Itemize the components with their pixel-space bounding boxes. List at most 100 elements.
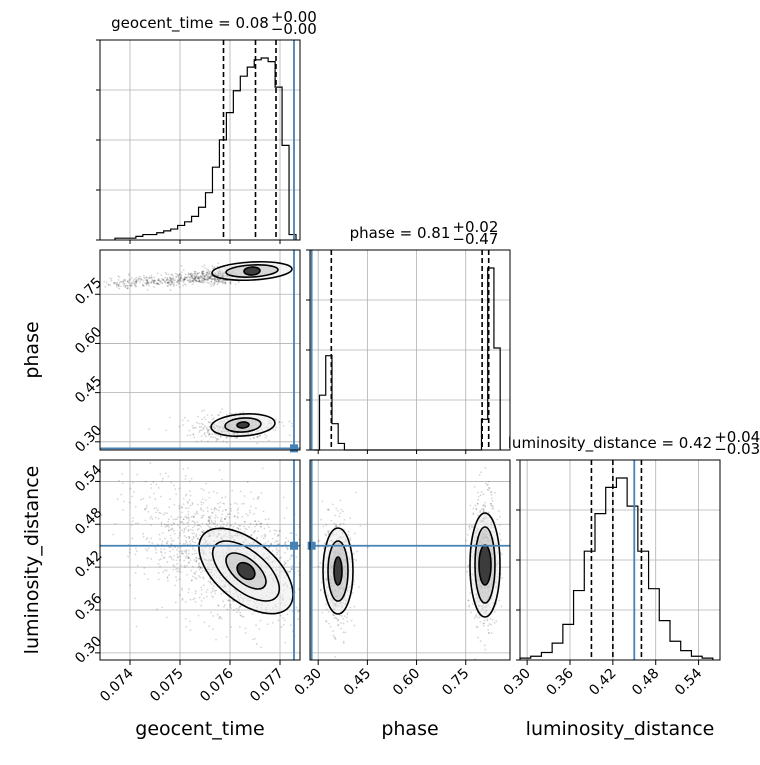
scatter-geocent_time-vs-phase-pt [116,283,119,286]
scatter-geocent_time-vs-phase-pt [189,434,192,437]
scatter-phase-vs-luminosity_distance-pt [467,565,470,567]
scatter-geocent_time-vs-luminosity_distance-pt [253,530,256,533]
scatter-geocent_time-vs-phase-pt [168,416,171,419]
scatter-geocent_time-vs-luminosity_distance-pt [188,519,191,522]
scatter-phase-vs-luminosity_distance-pt [484,501,486,504]
scatter-geocent_time-vs-phase-pt [196,272,199,275]
scatter-geocent_time-vs-phase-pt [252,437,255,439]
scatter-phase-vs-luminosity_distance-pt [337,618,340,621]
scatter-geocent_time-vs-phase-pt [209,276,212,279]
scatter-phase-vs-luminosity_distance-pt [482,493,485,496]
scatter-geocent_time-vs-luminosity_distance-pt [212,490,215,493]
scatter-geocent_time-vs-luminosity_distance-pt [222,600,225,603]
xtick-label-phase-0: 0.30 [292,666,325,699]
scatter-geocent_time-vs-luminosity_distance-pt [244,632,247,634]
scatter-geocent_time-vs-luminosity_distance-pt [167,520,170,523]
scatter-geocent_time-vs-luminosity_distance-pt [207,516,210,519]
scatter-geocent_time-vs-luminosity_distance-truth-marker [290,541,298,550]
scatter-geocent_time-vs-luminosity_distance-pt [155,552,158,554]
scatter-geocent_time-vs-phase-pt [183,283,186,286]
scatter-geocent_time-vs-luminosity_distance-pt [219,501,222,504]
scatter-geocent_time-vs-luminosity_distance-pt [184,566,187,568]
scatter-geocent_time-vs-luminosity_distance-pt [182,518,185,521]
scatter-phase-vs-luminosity_distance-pt [319,562,322,564]
scatter-geocent_time-vs-luminosity_distance-pt [142,497,145,500]
scatter-geocent_time-vs-phase-pt [187,419,189,422]
scatter-geocent_time-vs-luminosity_distance-pt [246,481,249,484]
scatter-phase-vs-luminosity_distance-pt [491,500,494,502]
scatter-phase-vs-luminosity_distance-pt [328,530,330,533]
scatter-phase-vs-luminosity_distance-pt [480,471,482,474]
scatter-geocent_time-vs-luminosity_distance-pt [166,542,168,545]
scatter-geocent_time-vs-luminosity_distance-pt [229,524,232,527]
scatter-geocent_time-vs-phase-pt [175,275,178,278]
scatter-phase-vs-luminosity_distance-pt [501,577,503,579]
scatter-geocent_time-vs-phase-pt [205,268,208,271]
scatter-geocent_time-vs-phase-pt [208,277,210,280]
scatter-geocent_time-vs-luminosity_distance-pt [165,524,168,527]
scatter-geocent_time-vs-phase-pt [142,284,144,287]
scatter-geocent_time-vs-luminosity_distance-pt [190,569,193,572]
scatter-geocent_time-vs-phase-pt [213,281,216,284]
scatter-geocent_time-vs-phase-pt [113,281,116,284]
scatter-geocent_time-vs-phase-pt [197,277,199,280]
scatter-geocent_time-vs-phase-pt [167,284,169,287]
scatter-geocent_time-vs-phase-pt [223,279,226,282]
scatter-geocent_time-vs-luminosity_distance-pt [256,498,259,501]
scatter-geocent_time-vs-phase-pt [236,436,239,439]
scatter-geocent_time-vs-phase-pt [203,416,206,419]
scatter-geocent_time-vs-luminosity_distance-pt [201,516,204,519]
scatter-geocent_time-vs-luminosity_distance-pt [182,503,185,506]
scatter-geocent_time-vs-luminosity_distance-pt [266,523,269,526]
scatter-geocent_time-vs-phase-pt [191,273,194,276]
scatter-geocent_time-vs-luminosity_distance-pt [304,586,306,588]
scatter-geocent_time-vs-luminosity_distance-pt [176,562,178,565]
scatter-geocent_time-vs-luminosity_distance-pt [145,504,148,507]
scatter-geocent_time-vs-phase-pt [168,276,171,279]
scatter-geocent_time-vs-luminosity_distance-pt [172,564,175,567]
scatter-phase-vs-luminosity_distance-pt [478,616,481,619]
scatter-geocent_time-vs-luminosity_distance-pt [212,628,214,631]
scatter-geocent_time-vs-luminosity_distance-pt [121,482,124,485]
scatter-phase-vs-luminosity_distance-pt [350,619,353,622]
scatter-geocent_time-vs-luminosity_distance-pt [195,577,198,580]
xtick-label-geocent_time-3: 0.077 [247,666,287,706]
scatter-geocent_time-vs-phase-pt [172,277,175,280]
scatter-geocent_time-vs-phase-pt [135,280,138,283]
scatter-geocent_time-vs-phase-pt [166,281,169,284]
scatter-geocent_time-vs-phase-contour-1-2 [236,421,250,429]
scatter-phase-vs-luminosity_distance-pt [491,497,493,500]
scatter-geocent_time-vs-phase-pt [177,274,180,277]
scatter-geocent_time-vs-phase-pt [119,280,122,283]
scatter-geocent_time-vs-luminosity_distance-pt [269,530,272,533]
scatter-geocent_time-vs-luminosity_distance-pt [137,522,139,525]
scatter-phase-vs-luminosity_distance-pt [327,508,330,511]
scatter-geocent_time-vs-luminosity_distance-pt [238,607,240,609]
scatter-geocent_time-vs-luminosity_distance-pt [134,597,136,600]
scatter-geocent_time-vs-phase-pt [208,421,211,424]
scatter-geocent_time-vs-luminosity_distance-pt [187,510,190,513]
scatter-geocent_time-vs-luminosity_distance-pt [186,522,188,524]
scatter-geocent_time-vs-phase-pt [225,413,228,416]
scatter-geocent_time-vs-luminosity_distance-pt [185,517,188,520]
scatter-phase-vs-luminosity_distance-pt [334,638,337,641]
scatter-geocent_time-vs-luminosity_distance-pt [206,524,209,527]
scatter-geocent_time-vs-luminosity_distance-pt [276,553,279,556]
scatter-geocent_time-vs-luminosity_distance-pt [184,539,187,542]
scatter-phase-vs-luminosity_distance-pt [332,630,334,633]
scatter-geocent_time-vs-luminosity_distance-pt [229,512,232,515]
scatter-geocent_time-vs-luminosity_distance-pt [221,513,224,516]
scatter-geocent_time-vs-phase-pt [229,281,232,284]
scatter-phase-vs-luminosity_distance-pt [352,558,355,561]
scatter-geocent_time-vs-luminosity_distance-pt [158,559,160,561]
scatter-geocent_time-vs-phase-pt [190,275,193,278]
scatter-geocent_time-vs-luminosity_distance-pt [165,569,168,572]
scatter-geocent_time-vs-phase-pt [203,278,206,281]
scatter-geocent_time-vs-luminosity_distance-pt [191,538,194,541]
scatter-geocent_time-vs-phase-pt [154,280,156,282]
scatter-geocent_time-vs-phase-pt [205,278,208,281]
scatter-geocent_time-vs-luminosity_distance-pt [287,540,290,543]
scatter-geocent_time-vs-phase-pt [206,278,209,281]
scatter-geocent_time-vs-luminosity_distance-pt [129,487,132,490]
